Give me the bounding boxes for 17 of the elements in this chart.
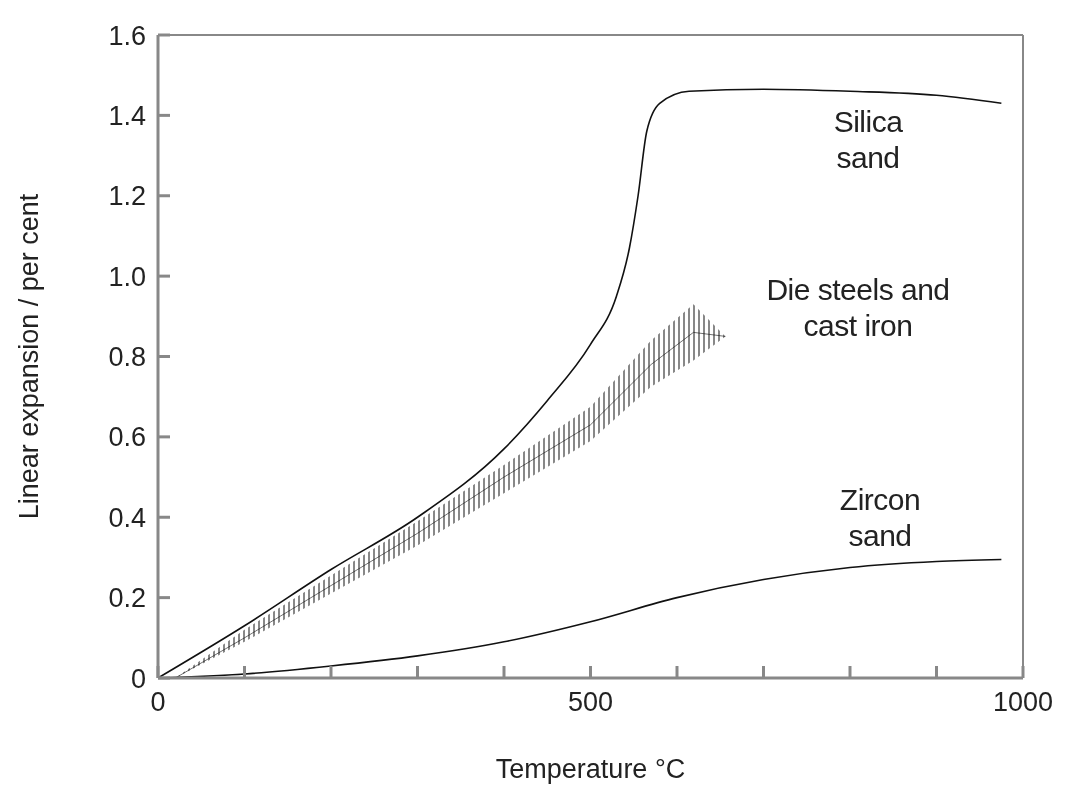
y-tick-label: 1.0 — [108, 261, 146, 292]
y-tick-label: 0.2 — [108, 583, 146, 614]
x-tick-label: 0 — [150, 687, 166, 718]
x-axis-title: Temperature °C — [495, 754, 686, 784]
y-axis-title: Linear expansion / per cent — [13, 193, 44, 520]
y-tick-label: 0.8 — [108, 342, 146, 373]
y-tick-label: 0.6 — [108, 422, 146, 453]
series-label: Silica sand — [833, 105, 903, 174]
x-tick-label: 500 — [567, 687, 614, 718]
x-tick-label: 1000 — [992, 687, 1054, 718]
series-label: Die steels and cast iron — [766, 273, 950, 342]
y-tick-label: 1.2 — [108, 181, 146, 212]
series-label: Zircon sand — [839, 483, 921, 552]
y-tick-label: 1.6 — [108, 20, 146, 51]
y-tick-label: 1.4 — [108, 100, 146, 131]
y-tick-label: 0.4 — [108, 502, 146, 533]
y-tick-label: 0 — [130, 663, 146, 694]
